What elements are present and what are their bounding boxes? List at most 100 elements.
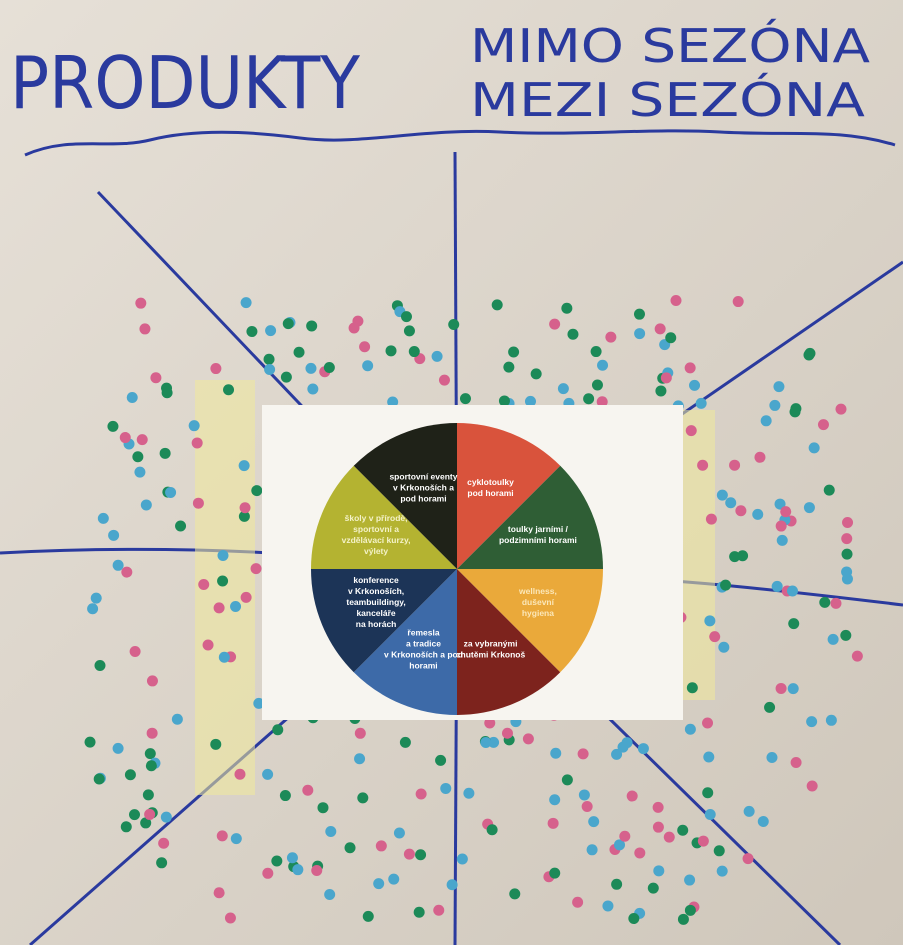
dot	[830, 598, 841, 609]
dot	[628, 913, 639, 924]
dot	[531, 368, 542, 379]
dot	[777, 535, 788, 546]
dot	[217, 575, 228, 586]
dot	[404, 325, 415, 336]
dot	[210, 739, 221, 750]
dot	[780, 506, 791, 517]
dot	[373, 878, 384, 889]
segment-label: hygiena	[522, 608, 554, 618]
dot	[98, 513, 109, 524]
dot	[804, 348, 815, 359]
dot	[842, 549, 853, 560]
dot	[729, 551, 740, 562]
dot	[234, 769, 245, 780]
dot	[499, 395, 510, 406]
dot	[217, 830, 228, 841]
dot	[791, 757, 802, 768]
dot	[349, 323, 360, 334]
dot	[678, 914, 689, 925]
dot	[776, 521, 787, 532]
dot	[686, 425, 697, 436]
segment-label: cyklotoulky	[467, 477, 514, 487]
segment-label: v Krkonoších a pod	[384, 650, 463, 660]
dot	[280, 790, 291, 801]
dot	[709, 631, 720, 642]
dot	[572, 897, 583, 908]
season-label: MEZI SEZÓNA	[470, 73, 866, 127]
dot	[769, 400, 780, 411]
dot	[587, 844, 598, 855]
dot	[717, 866, 728, 877]
dot	[809, 442, 820, 453]
dot	[400, 737, 411, 748]
dot	[611, 879, 622, 890]
dot	[447, 879, 458, 890]
segment-label: za vybranými	[464, 639, 518, 649]
dot	[165, 487, 176, 498]
dot	[508, 346, 519, 357]
dot	[210, 363, 221, 374]
dot	[272, 724, 283, 735]
dot	[144, 809, 155, 820]
dot	[567, 329, 578, 340]
segment-label: chutěmi Krkonoš	[456, 650, 526, 660]
dot	[162, 387, 173, 398]
dot	[147, 728, 158, 739]
dot	[509, 888, 520, 899]
dot	[752, 509, 763, 520]
dot	[487, 824, 498, 835]
dot	[251, 563, 262, 574]
dot	[841, 533, 852, 544]
dot	[376, 840, 387, 851]
dot	[835, 404, 846, 415]
dot	[717, 490, 728, 501]
dot	[448, 319, 459, 330]
dot	[435, 755, 446, 766]
dot	[548, 818, 559, 829]
dot	[463, 788, 474, 799]
dot	[729, 460, 740, 471]
dot	[602, 900, 613, 911]
dot	[355, 728, 366, 739]
dot	[627, 791, 638, 802]
dot	[354, 753, 365, 764]
title: PRODUKTY	[10, 41, 361, 125]
segment-label: řemesla	[407, 628, 439, 638]
dot	[394, 828, 405, 839]
dot	[262, 769, 273, 780]
dot	[605, 332, 616, 343]
dot	[582, 801, 593, 812]
dot	[503, 362, 514, 373]
dot	[776, 683, 787, 694]
dot	[362, 360, 373, 371]
dot	[264, 354, 275, 365]
dot	[147, 675, 158, 686]
dot	[130, 646, 141, 657]
dot	[550, 748, 561, 759]
dot	[804, 502, 815, 513]
dot	[231, 833, 242, 844]
segment-label: kanceláře	[356, 608, 395, 618]
dot	[702, 787, 713, 798]
dot	[733, 296, 744, 307]
dot	[787, 586, 798, 597]
dot	[283, 318, 294, 329]
dot	[94, 773, 105, 784]
segment-label: a tradice	[406, 639, 441, 649]
dot	[137, 434, 148, 445]
dot	[824, 485, 835, 496]
dot	[685, 905, 696, 916]
dot	[433, 905, 444, 916]
dot	[160, 448, 171, 459]
dot	[158, 838, 169, 849]
dot	[653, 802, 664, 813]
dot	[788, 683, 799, 694]
dot	[703, 751, 714, 762]
dot	[677, 825, 688, 836]
dot	[697, 460, 708, 471]
dot	[698, 836, 709, 847]
dot	[583, 393, 594, 404]
dot	[129, 809, 140, 820]
dot	[634, 847, 645, 858]
dot	[773, 381, 784, 392]
